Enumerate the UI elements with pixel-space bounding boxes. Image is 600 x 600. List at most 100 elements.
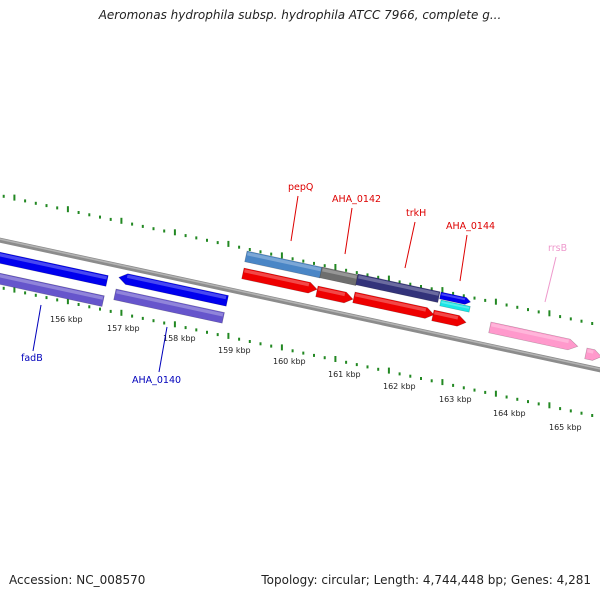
tick-minor: [77, 303, 80, 306]
gene-label-aha_0142: AHA_0142: [332, 194, 381, 255]
tick-minor: [430, 379, 433, 383]
map-title: Aeromonas hydrophila subsp. hydrophila A…: [98, 8, 502, 22]
tick-minor: [323, 264, 326, 268]
tick-minor: [345, 360, 348, 364]
tick-minor: [109, 309, 112, 313]
tick-minor: [141, 224, 144, 228]
tick-minor: [99, 307, 101, 311]
tick-minor: [462, 294, 465, 298]
cds-cyan-bar: [439, 299, 471, 313]
tick-minor: [259, 250, 262, 254]
tick-major: [387, 367, 390, 374]
tick-minor: [24, 291, 27, 295]
gene-label-text: trkH: [406, 208, 426, 219]
tick-minor: [238, 337, 241, 341]
tick-major: [548, 402, 551, 409]
scale-label: 157 kbp: [107, 324, 140, 333]
tick-minor: [580, 411, 583, 415]
cds-fadB: [0, 249, 109, 287]
tick-minor: [366, 273, 369, 277]
tick-major: [280, 344, 283, 351]
tick-major: [387, 275, 390, 282]
tick-major: [334, 356, 337, 362]
scale-label: 163 kbp: [439, 395, 472, 404]
tick-major: [173, 229, 176, 236]
genome-backbone-highlight: [0, 238, 600, 370]
tick-minor: [216, 241, 219, 245]
tick-minor: [99, 215, 101, 219]
cds-AHA_0142: [315, 285, 354, 304]
tick-minor: [302, 351, 305, 355]
tick-minor: [366, 365, 369, 369]
tick-minor: [195, 328, 198, 332]
gene-label-rrsb: rrsB: [544, 243, 567, 303]
accession-text: Accession: NC_008570: [9, 573, 146, 587]
gene-label-aha_0144: AHA_0144: [446, 221, 495, 282]
tick-major: [494, 390, 497, 397]
tick-minor: [152, 227, 155, 231]
tick-minor: [109, 217, 112, 221]
tick-major: [66, 298, 69, 305]
tick-minor: [88, 213, 91, 217]
tick-minor: [591, 414, 594, 417]
tick-minor: [291, 349, 294, 353]
tick-minor: [537, 402, 540, 406]
scale-label: 162 kbp: [383, 382, 416, 391]
tick-minor: [141, 316, 144, 320]
cds-trkH: [352, 291, 435, 319]
tick-minor: [2, 194, 5, 198]
tick-minor: [131, 314, 134, 318]
genome-summary-text: Topology: circular; Length: 4,744,448 bp…: [261, 573, 591, 587]
tick-major: [120, 217, 123, 224]
scale-label: 156 kbp: [50, 315, 83, 324]
tick-minor: [56, 206, 59, 210]
tick-minor: [430, 287, 433, 291]
gene-label-text: AHA_0144: [446, 221, 495, 232]
tick-minor: [88, 305, 91, 309]
tick-major: [334, 264, 337, 270]
scale-label: 160 kbp: [273, 357, 306, 366]
tick-major: [441, 287, 444, 294]
tick-minor: [184, 326, 187, 330]
tick-minor: [206, 238, 208, 242]
tick-minor: [484, 390, 487, 394]
tick-minor: [270, 344, 273, 348]
scale-label: 158 kbp: [163, 334, 196, 343]
tick-minor: [248, 248, 251, 251]
tick-minor: [516, 305, 519, 309]
tick-minor: [473, 296, 476, 300]
tick-minor: [291, 257, 294, 261]
tick-major: [66, 206, 69, 213]
tick-major: [173, 321, 176, 328]
cds-AHA_0142-bar: [319, 266, 359, 286]
gene-AHA_0140: [113, 288, 225, 324]
gene-label-text: pepQ: [288, 182, 313, 193]
tick-minor: [420, 285, 422, 288]
tick-minor: [163, 229, 166, 233]
tick-major: [120, 309, 123, 316]
scale-labels: 156 kbp 157 kbp 158 kbp 159 kbp 160 kbp 161 k…: [50, 315, 582, 432]
tick-major: [548, 310, 551, 317]
tick-minor: [34, 201, 37, 205]
tick-minor: [505, 303, 508, 307]
tick-minor: [24, 199, 27, 203]
tick-minor: [398, 280, 401, 284]
tick-major: [227, 332, 230, 339]
tick-minor: [420, 377, 422, 380]
tick-minor: [206, 330, 208, 334]
tick-minor: [409, 282, 412, 286]
gene-label-pepq: pepQ: [288, 182, 313, 242]
gene-label-text: fadB: [21, 353, 43, 364]
cds-trkH-bar: [355, 273, 441, 303]
tick-minor: [163, 321, 166, 325]
tick-minor: [2, 286, 5, 290]
gene-label-text: AHA_0142: [332, 194, 381, 205]
gene-label-text: AHA_0140: [132, 375, 181, 386]
tick-major: [441, 379, 444, 386]
tick-minor: [559, 315, 562, 319]
tick-minor: [56, 298, 59, 302]
tick-minor: [569, 409, 572, 413]
tick-minor: [216, 333, 219, 337]
tick-minor: [77, 211, 80, 214]
tick-minor: [302, 259, 305, 263]
